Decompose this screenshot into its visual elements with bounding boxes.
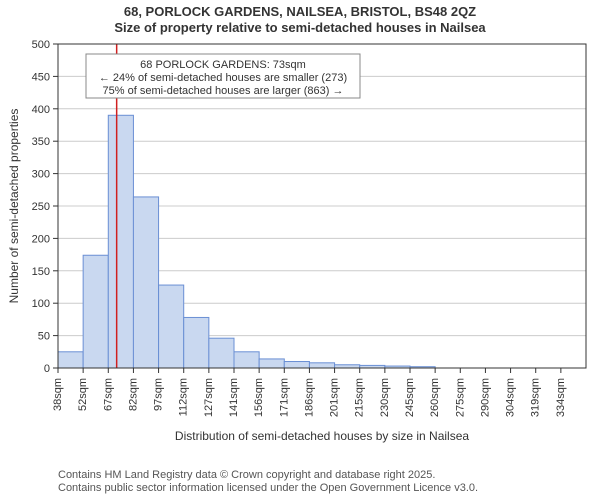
svg-text:38sqm: 38sqm (52, 378, 64, 411)
svg-text:Number of semi-detached proper: Number of semi-detached properties (7, 109, 21, 304)
svg-text:150: 150 (32, 266, 50, 278)
svg-text:304sqm: 304sqm (505, 378, 517, 417)
svg-text:67sqm: 67sqm (102, 378, 114, 411)
svg-text:400: 400 (32, 104, 50, 116)
svg-text:230sqm: 230sqm (379, 378, 391, 417)
title-line-2: Size of property relative to semi-detach… (0, 20, 600, 36)
chart-svg: 0 50 100 150 200 250 300 350 400 450 500 38sqm 52sqm… (0, 38, 600, 458)
svg-text:52sqm: 52sqm (77, 378, 89, 411)
svg-text:260sqm: 260sqm (429, 378, 441, 417)
svg-text:68 PORLOCK GARDENS: 73sqm: 68 PORLOCK GARDENS: 73sqm (140, 59, 306, 71)
svg-text:450: 450 (32, 71, 50, 83)
svg-text:201sqm: 201sqm (329, 378, 341, 417)
title-line-1: 68, PORLOCK GARDENS, NAILSEA, BRISTOL, B… (0, 4, 600, 20)
footer-line-2: Contains public sector information licen… (58, 482, 478, 496)
svg-text:350: 350 (32, 136, 50, 148)
svg-text:127sqm: 127sqm (203, 378, 215, 417)
svg-text:200: 200 (32, 233, 50, 245)
footer-line-1: Contains HM Land Registry data © Crown c… (58, 469, 478, 483)
svg-text:245sqm: 245sqm (404, 378, 416, 417)
svg-text:141sqm: 141sqm (228, 378, 240, 417)
svg-text:50: 50 (38, 331, 50, 343)
svg-text:97sqm: 97sqm (153, 378, 165, 411)
svg-text:171sqm: 171sqm (278, 378, 290, 417)
svg-text:250: 250 (32, 201, 50, 213)
svg-text:156sqm: 156sqm (253, 378, 265, 417)
svg-text:0: 0 (44, 363, 50, 375)
svg-text:Distribution of semi-detached: Distribution of semi-detached houses by … (175, 429, 469, 443)
svg-text:275sqm: 275sqm (454, 378, 466, 417)
svg-text:300: 300 (32, 169, 50, 181)
svg-text:100: 100 (32, 298, 50, 310)
svg-text:334sqm: 334sqm (555, 378, 567, 417)
svg-text:319sqm: 319sqm (530, 378, 542, 417)
svg-text:290sqm: 290sqm (479, 378, 491, 417)
svg-text:82sqm: 82sqm (127, 378, 139, 411)
svg-text:112sqm: 112sqm (178, 378, 190, 416)
histogram-chart: 0 50 100 150 200 250 300 350 400 450 500 38sqm 52sqm… (0, 38, 600, 458)
svg-text:215sqm: 215sqm (354, 378, 366, 417)
svg-text:← 24% of semi-detached houses: ← 24% of semi-detached houses are smalle… (99, 72, 347, 84)
svg-text:186sqm: 186sqm (303, 378, 315, 417)
svg-text:500: 500 (32, 39, 50, 51)
svg-text:75% of semi-detached houses ar: 75% of semi-detached houses are larger (… (103, 85, 344, 97)
